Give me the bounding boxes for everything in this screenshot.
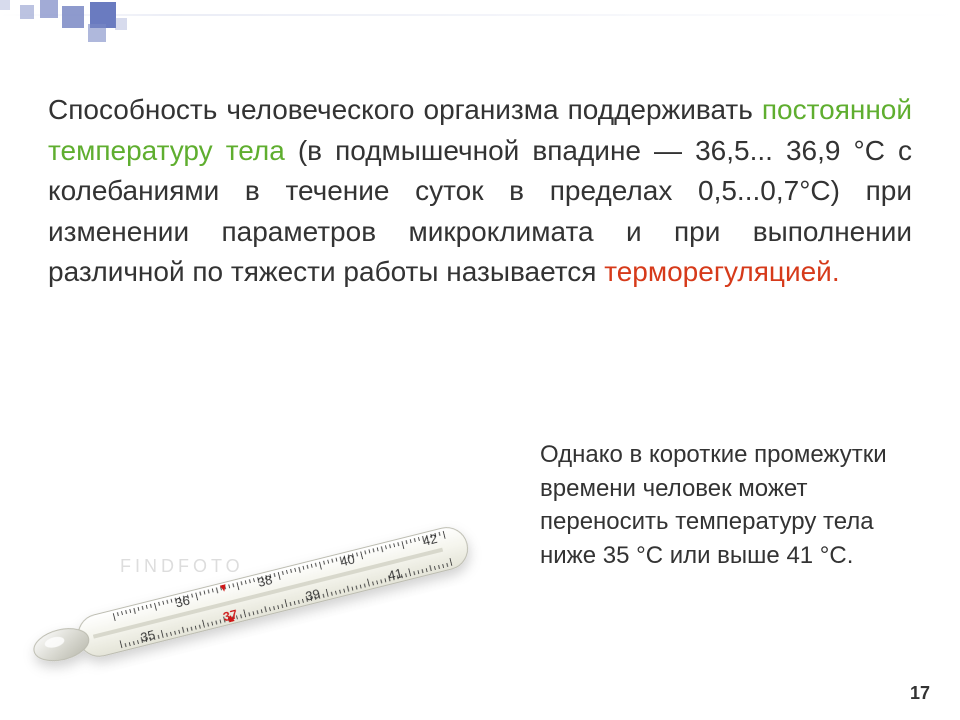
- text-segment: Способность человеческого организма подд…: [48, 94, 762, 125]
- page-number: 17: [910, 683, 930, 704]
- main-paragraph: Способность человеческого организма подд…: [48, 90, 912, 293]
- side-paragraph: Однако в короткие промежутки времени чел…: [540, 438, 920, 572]
- thermometer-illustration: 36 38 40 42 35 37 39 41: [20, 500, 520, 700]
- deco-square: [20, 5, 34, 19]
- header-line: [0, 14, 960, 16]
- deco-square: [115, 18, 127, 30]
- thermometer-svg: 36 38 40 42 35 37 39 41: [20, 500, 520, 700]
- deco-square: [62, 6, 84, 28]
- deco-square: [40, 0, 58, 18]
- deco-square: [88, 24, 106, 42]
- text-highlight-red: терморегуляцией.: [604, 256, 839, 287]
- deco-square: [0, 0, 10, 10]
- watermark: FINDFOTO: [120, 556, 244, 577]
- header-decoration: [0, 0, 960, 50]
